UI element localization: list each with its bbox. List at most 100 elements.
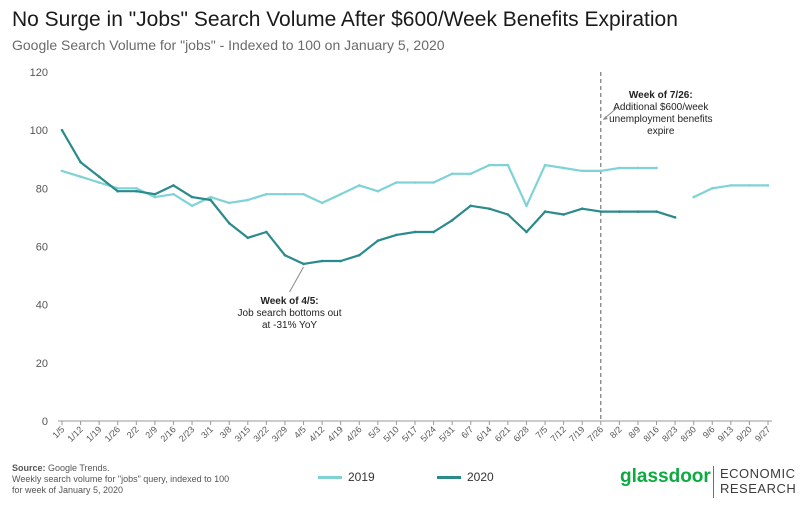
x-tick-label: 5/10 bbox=[381, 424, 400, 443]
x-tick-label: 1/19 bbox=[84, 424, 103, 443]
data-point-2020 bbox=[673, 216, 677, 219]
x-tick-label: 3/22 bbox=[251, 424, 270, 443]
data-point-2020 bbox=[469, 204, 473, 208]
data-point-2019 bbox=[246, 198, 250, 202]
x-tick-label: 5/31 bbox=[437, 424, 456, 443]
logo-line-2: RESEARCH bbox=[720, 481, 797, 496]
data-point-2020 bbox=[599, 210, 603, 213]
legend-swatch-2020 bbox=[437, 476, 461, 480]
data-point-2020 bbox=[413, 230, 417, 234]
x-tick-label: 9/13 bbox=[716, 424, 735, 443]
annotation-4-5-line: Week of 4/5: bbox=[260, 296, 318, 307]
data-point-2019 bbox=[766, 184, 770, 187]
x-tick-label: 6/7 bbox=[459, 424, 475, 440]
data-point-2020 bbox=[543, 210, 547, 213]
x-tick-label: 6/28 bbox=[511, 424, 530, 443]
data-point-2020 bbox=[562, 213, 565, 216]
annotation-7-26-line: expire bbox=[647, 126, 675, 137]
data-point-2019 bbox=[413, 181, 417, 184]
y-tick-label: 120 bbox=[30, 67, 48, 79]
x-tick-label: 8/30 bbox=[679, 424, 698, 443]
data-point-2019 bbox=[636, 166, 640, 170]
data-point-2020 bbox=[395, 233, 398, 237]
x-tick-label: 9/6 bbox=[701, 424, 717, 440]
x-tick-label: 7/12 bbox=[549, 424, 568, 443]
chart-title: No Surge in "Jobs" Search Volume After $… bbox=[12, 8, 678, 31]
data-point-2019 bbox=[580, 169, 584, 173]
data-point-2019 bbox=[525, 204, 528, 208]
data-point-2020 bbox=[135, 189, 138, 193]
data-point-2019 bbox=[376, 189, 380, 193]
data-point-2019 bbox=[488, 163, 491, 167]
legend-label-2019: 2019 bbox=[348, 470, 375, 484]
data-point-2019 bbox=[116, 187, 120, 190]
data-point-2020 bbox=[618, 210, 621, 213]
x-tick-label: 2/23 bbox=[177, 424, 196, 443]
legend-swatch-2019 bbox=[318, 476, 342, 480]
y-tick-label: 40 bbox=[36, 300, 48, 312]
series-line-2019 bbox=[61, 164, 768, 207]
source-note: Source: Google Trends. Weekly search vol… bbox=[12, 463, 232, 496]
x-tick-label: 3/29 bbox=[270, 424, 289, 443]
x-tick-label: 8/2 bbox=[608, 424, 624, 440]
data-point-2020 bbox=[153, 192, 157, 196]
data-point-2020 bbox=[209, 198, 212, 202]
data-point-2019 bbox=[265, 192, 268, 196]
glassdoor-logo: glassdoor bbox=[620, 466, 711, 487]
logo-divider bbox=[713, 466, 714, 498]
legend-item-2019: 2019 bbox=[318, 470, 375, 484]
annotation-7-26-line: Additional $600/week bbox=[613, 102, 709, 113]
data-point-2020 bbox=[79, 160, 82, 164]
x-tick-label: 4/26 bbox=[344, 424, 363, 443]
x-tick-label: 5/17 bbox=[400, 424, 419, 443]
x-tick-label: 2/9 bbox=[143, 424, 159, 440]
x-tick-label: 1/12 bbox=[66, 424, 85, 443]
data-point-2020 bbox=[636, 210, 640, 213]
x-tick-label: 5/24 bbox=[419, 424, 438, 443]
y-tick-label: 100 bbox=[30, 125, 48, 137]
x-tick-label: 7/26 bbox=[586, 424, 605, 443]
data-point-2019 bbox=[599, 169, 603, 173]
x-tick-label: 4/5 bbox=[292, 424, 308, 440]
annotation-7-26-line: unemployment benefits bbox=[609, 114, 712, 125]
data-point-2019 bbox=[655, 166, 658, 170]
data-point-2020 bbox=[60, 128, 64, 132]
data-point-2019 bbox=[209, 195, 212, 199]
x-tick-label: 3/8 bbox=[218, 424, 234, 440]
data-point-2019 bbox=[79, 175, 82, 178]
x-tick-label: 3/15 bbox=[233, 424, 252, 443]
data-point-2020 bbox=[283, 253, 287, 257]
data-point-2020 bbox=[376, 239, 380, 242]
source-label: Source: bbox=[12, 463, 46, 473]
x-tick-label: 4/19 bbox=[326, 424, 345, 443]
data-point-2019 bbox=[339, 192, 342, 196]
data-point-2019 bbox=[153, 195, 157, 199]
data-point-2019 bbox=[710, 187, 714, 190]
series-line-2020 bbox=[61, 129, 676, 265]
data-point-2019 bbox=[395, 181, 398, 184]
data-point-2020 bbox=[265, 230, 268, 234]
x-tick-label: 8/23 bbox=[660, 424, 679, 443]
y-tick-label: 20 bbox=[36, 358, 48, 370]
x-tick-label: 3/1 bbox=[199, 424, 215, 440]
data-point-2019 bbox=[320, 201, 324, 205]
y-tick-label: 80 bbox=[36, 183, 48, 195]
annotation-arrow-head bbox=[602, 116, 608, 120]
data-point-2019 bbox=[729, 184, 733, 187]
x-tick-label: 1/26 bbox=[103, 424, 122, 443]
economic-research-logo: ECONOMIC RESEARCH bbox=[720, 466, 796, 496]
data-point-2019 bbox=[543, 163, 547, 167]
data-point-2020 bbox=[655, 210, 658, 213]
legend-label-2020: 2020 bbox=[467, 470, 494, 484]
annotation-4-5-line: at -31% YoY bbox=[262, 320, 317, 331]
annotation-4-5-line: Job search bottoms out bbox=[238, 308, 342, 319]
data-point-2019 bbox=[469, 172, 473, 176]
x-tick-label: 2/16 bbox=[158, 424, 177, 443]
x-tick-label: 2/2 bbox=[125, 424, 141, 440]
data-point-2020 bbox=[190, 195, 194, 199]
data-point-2020 bbox=[227, 221, 231, 225]
data-point-2019 bbox=[172, 192, 175, 196]
data-point-2020 bbox=[116, 189, 120, 193]
